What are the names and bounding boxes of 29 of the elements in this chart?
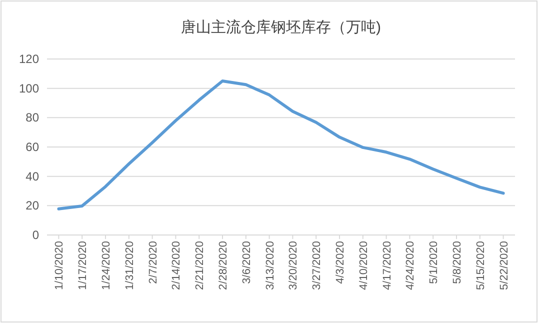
x-tick-label: 5/8/2020 [452, 241, 464, 284]
line-series [57, 80, 505, 210]
x-tick-label: 5/1/2020 [428, 241, 440, 284]
x-tick-label: 3/27/2020 [311, 241, 324, 290]
y-tick-label: 60 [26, 140, 40, 154]
x-tick-label: 3/6/2020 [240, 241, 253, 284]
x-tick-label: 5/15/2020 [474, 241, 487, 290]
chart-title: 唐山主流仓库钢坯库存（万吨) [181, 19, 381, 36]
x-tick-label: 4/10/2020 [358, 241, 370, 290]
y-tick-label: 0 [32, 228, 40, 242]
y-tick-label: 80 [26, 110, 40, 125]
x-tick-label: 2/7/2020 [147, 241, 160, 284]
y-tick-label: 20 [26, 198, 40, 213]
x-tick-label: 3/20/2020 [288, 241, 300, 290]
x-tick-label: 1/17/2020 [77, 241, 90, 290]
x-tick-label: 1/10/2020 [54, 241, 66, 290]
y-tick-label: 40 [26, 169, 40, 184]
x-tick-label: 1/31/2020 [124, 241, 136, 290]
x-tick-label: 4/24/2020 [404, 241, 417, 290]
x-tick-label: 2/28/2020 [218, 241, 230, 290]
x-tick-label: 5/22/2020 [498, 241, 510, 290]
x-tick-label: 1/24/2020 [100, 241, 112, 290]
x-tick-label: 3/13/2020 [264, 241, 276, 290]
x-tick-label: 4/17/2020 [381, 241, 394, 290]
x-tick-label: 4/3/2020 [334, 241, 346, 284]
y-tick-label: 100 [18, 81, 40, 96]
y-tick-label: 120 [18, 52, 40, 66]
x-tick-label: 2/21/2020 [194, 241, 206, 290]
x-tick-label: 2/14/2020 [170, 241, 183, 290]
